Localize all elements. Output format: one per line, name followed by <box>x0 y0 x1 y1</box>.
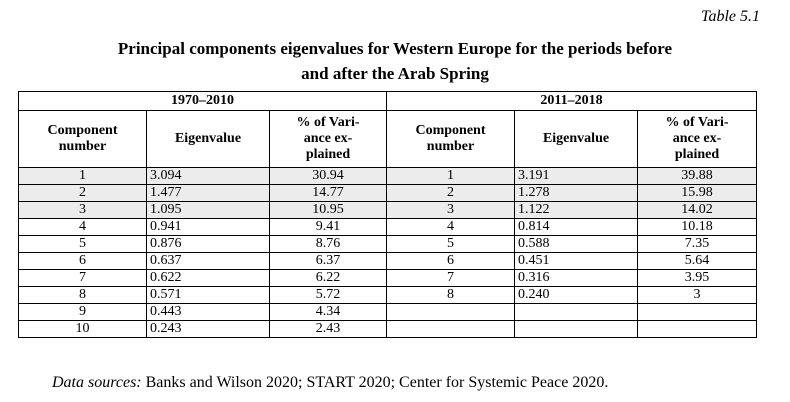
variance-explained-cell-right: 10.18 <box>637 218 758 236</box>
eigenvalue-cell-right: 0.814 <box>514 218 639 236</box>
component-number-cell-left: 1 <box>18 167 147 185</box>
table-row: 1 3.094 30.94 1 3.191 39.88 <box>18 167 758 185</box>
component-number-header-left: Component number <box>18 110 147 168</box>
variance-explained-cell-right: 39.88 <box>637 167 758 185</box>
component-number-cell-left: 3 <box>18 201 147 219</box>
eigenvalue-cell-left: 0.637 <box>146 252 270 270</box>
eigenvalue-cell-right: 0.240 <box>514 286 639 304</box>
title-line-2: and after the Arab Spring <box>301 64 489 83</box>
eigenvalue-cell-left: 1.095 <box>146 201 270 219</box>
variance-explained-cell-left: 8.76 <box>268 235 388 253</box>
variance-header-left: % of Vari- ance ex- plained <box>268 110 388 168</box>
period-header-left: 1970–2010 <box>17 91 388 111</box>
variance-explained-cell-left: 30.94 <box>268 167 388 185</box>
eigenvalue-header-right: Eigenvalue <box>514 110 639 168</box>
variance-explained-cell-left: 14.77 <box>268 184 388 202</box>
variance-explained-cell-right: 7.35 <box>637 235 758 253</box>
variance-explained-cell-left: 5.72 <box>268 286 388 304</box>
component-number-cell-left: 5 <box>18 235 147 253</box>
eigenvalue-cell-left: 0.941 <box>146 218 270 236</box>
eigenvalue-cell-right: 0.451 <box>514 252 639 270</box>
eigenvalue-cell-left: 0.243 <box>146 320 270 338</box>
period-header-right: 2011–2018 <box>386 91 758 111</box>
data-sources-note: Data sources: Banks and Wilson 2020; STA… <box>52 374 608 392</box>
eigenvalues-table: 1970–2010 2011–2018 Component number Eig… <box>17 91 758 338</box>
table-row: 3 1.095 10.95 3 1.122 14.02 <box>18 201 758 219</box>
title-line-1: Principal components eigenvalues for Wes… <box>117 39 673 58</box>
variance-explained-cell-right: 3.95 <box>637 269 758 287</box>
component-number-cell-left: 2 <box>18 184 147 202</box>
component-number-cell-left: 6 <box>18 252 147 270</box>
eigenvalue-cell-left: 0.571 <box>146 286 270 304</box>
component-number-cell-left: 9 <box>18 303 147 321</box>
variance-explained-cell-right <box>637 303 758 321</box>
data-sources-text: Banks and Wilson 2020; START 2020; Cente… <box>141 374 609 391</box>
table-row: 5 0.876 8.76 5 0.588 7.35 <box>18 235 758 253</box>
variance-explained-cell-left: 6.37 <box>268 252 388 270</box>
eigenvalue-cell-right <box>514 303 639 321</box>
table-row: 2 1.477 14.77 2 1.278 15.98 <box>18 184 758 202</box>
variance-explained-cell-left: 10.95 <box>268 201 388 219</box>
eigenvalue-header-left: Eigenvalue <box>146 110 270 168</box>
table-body: 1 3.094 30.94 1 3.191 39.88 2 1.477 14.77 2 1.278 1… <box>18 167 758 338</box>
component-number-cell-left: 8 <box>18 286 147 304</box>
table-row: 9 0.443 4.34 <box>18 303 758 321</box>
table-row: 4 0.941 9.41 4 0.814 10.18 <box>18 218 758 236</box>
data-sources-label: Data sources: <box>52 374 142 391</box>
variance-explained-cell-right: 14.02 <box>637 201 758 219</box>
table-row: 7 0.622 6.22 7 0.316 3.95 <box>18 269 758 287</box>
component-number-header-right: Component number <box>386 110 516 168</box>
eigenvalue-cell-right: 1.278 <box>514 184 639 202</box>
component-number-cell-left: 4 <box>18 218 147 236</box>
component-number-cell-right: 8 <box>386 286 516 304</box>
eigenvalue-cell-left: 0.443 <box>146 303 270 321</box>
component-number-cell-right: 4 <box>386 218 516 236</box>
table-row: 8 0.571 5.72 8 0.240 3 <box>18 286 758 304</box>
component-number-cell-right: 7 <box>386 269 516 287</box>
variance-explained-cell-left: 6.22 <box>268 269 388 287</box>
component-number-cell-right: 2 <box>386 184 516 202</box>
variance-header-right: % of Vari- ance ex- plained <box>637 110 758 168</box>
component-number-cell-right <box>386 303 516 321</box>
variance-explained-cell-left: 9.41 <box>268 218 388 236</box>
eigenvalue-cell-right: 0.316 <box>514 269 639 287</box>
component-number-cell-right: 5 <box>386 235 516 253</box>
table-number: Table 5.1 <box>701 8 760 25</box>
eigenvalue-cell-right: 0.588 <box>514 235 639 253</box>
eigenvalue-cell-right <box>514 320 639 338</box>
variance-explained-cell-right <box>637 320 758 338</box>
eigenvalue-cell-right: 3.191 <box>514 167 639 185</box>
variance-explained-cell-left: 2.43 <box>268 320 388 338</box>
eigenvalue-cell-left: 0.876 <box>146 235 270 253</box>
eigenvalue-cell-left: 1.477 <box>146 184 270 202</box>
table-row: 6 0.637 6.37 6 0.451 5.64 <box>18 252 758 270</box>
variance-explained-cell-right: 5.64 <box>637 252 758 270</box>
table-row: 10 0.243 2.43 <box>18 320 758 338</box>
eigenvalue-cell-left: 0.622 <box>146 269 270 287</box>
component-number-cell-right: 1 <box>386 167 516 185</box>
component-number-cell-right <box>386 320 516 338</box>
variance-explained-cell-right: 3 <box>637 286 758 304</box>
eigenvalue-cell-left: 3.094 <box>146 167 270 185</box>
variance-explained-cell-right: 15.98 <box>637 184 758 202</box>
component-number-cell-left: 10 <box>18 320 147 338</box>
table-title: Principal components eigenvalues for Wes… <box>0 36 790 86</box>
component-number-cell-left: 7 <box>18 269 147 287</box>
variance-explained-cell-left: 4.34 <box>268 303 388 321</box>
eigenvalue-cell-right: 1.122 <box>514 201 639 219</box>
component-number-cell-right: 6 <box>386 252 516 270</box>
component-number-cell-right: 3 <box>386 201 516 219</box>
